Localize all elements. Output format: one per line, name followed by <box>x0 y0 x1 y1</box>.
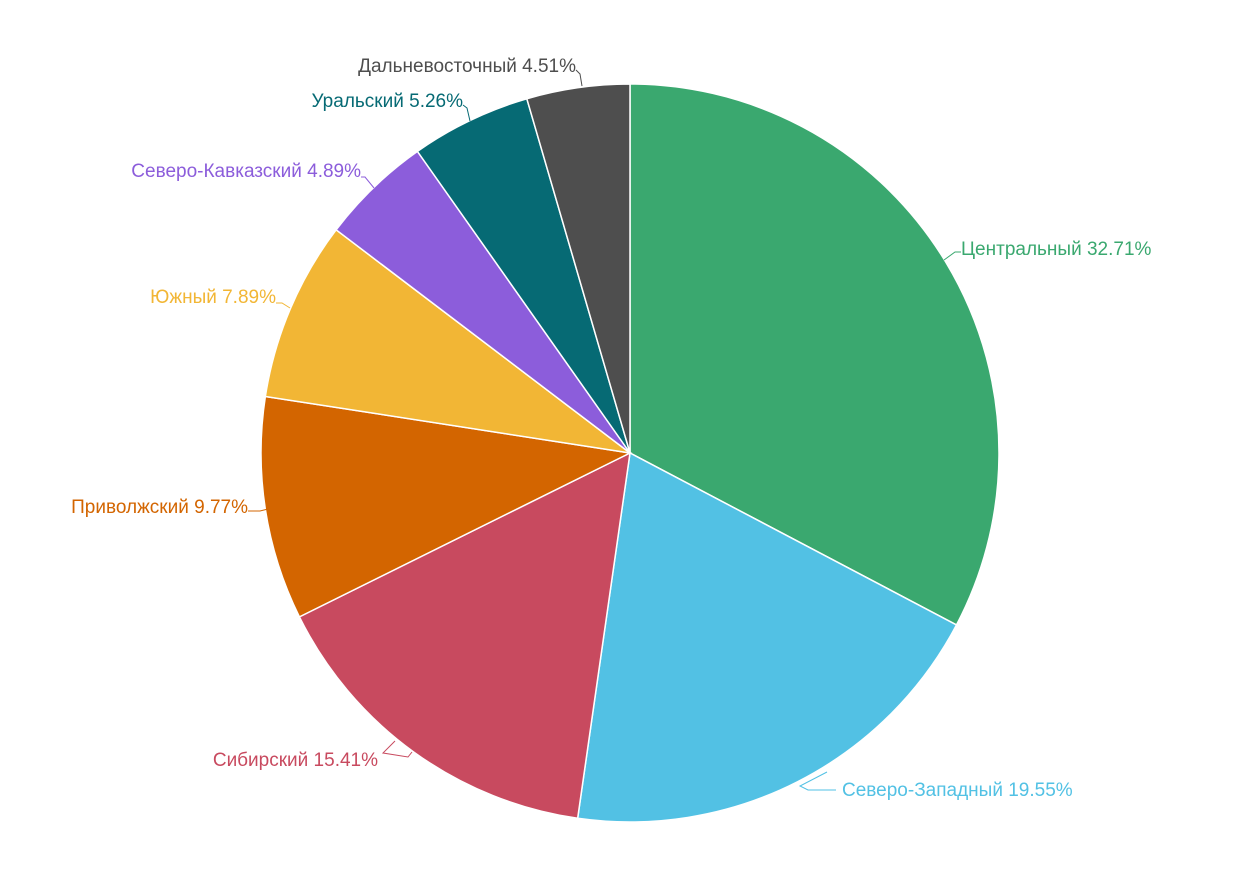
pie-slice-2 <box>298 451 631 820</box>
leader-line-7 <box>575 69 583 87</box>
pie-slice-7 <box>525 83 631 454</box>
leader-line-2 <box>381 740 413 758</box>
leader-line-6 <box>462 104 471 122</box>
slice-label-6: Уральский 5.26% <box>311 91 463 112</box>
leader-line-0 <box>943 251 961 261</box>
slice-label-3: Приволжский 9.77% <box>71 497 248 518</box>
pie-slice-0 <box>629 83 1000 626</box>
slice-label-4: Южный 7.89% <box>150 287 276 308</box>
slices-layer <box>260 83 1000 823</box>
pie-slice-1 <box>576 451 958 823</box>
leader-line-4 <box>276 302 291 309</box>
leader-line-1 <box>798 771 836 791</box>
slice-label-5: Северо-Кавказский 4.89% <box>131 161 361 182</box>
labels-layer: Центральный 32.71% Северо-Западный 19.55%… <box>71 56 1151 801</box>
leader-line-3 <box>248 508 269 512</box>
slice-label-2: Сибирский 15.41% <box>213 750 378 771</box>
leader-line-5 <box>361 176 375 189</box>
slice-label-7: Дальневосточный 4.51% <box>358 56 576 77</box>
slice-label-1: Северо-Западный 19.55% <box>842 780 1073 801</box>
slice-label-0: Центральный 32.71% <box>961 239 1152 260</box>
pie-slice-4 <box>264 228 631 454</box>
